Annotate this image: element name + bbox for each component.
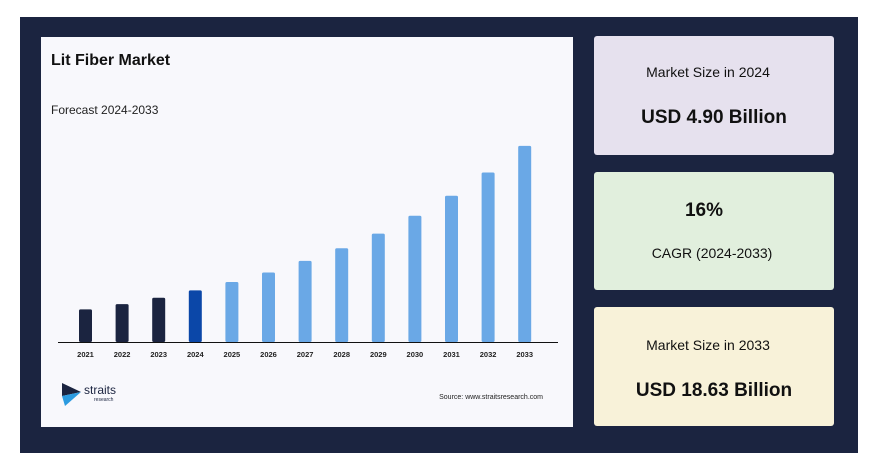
market-size-2024-label: Market Size in 2024 bbox=[646, 64, 770, 80]
market-size-2033-card: Market Size in 2033 USD 18.63 Billion bbox=[594, 307, 834, 426]
bar-2029 bbox=[371, 233, 385, 342]
bar-2024 bbox=[188, 290, 202, 342]
x-tick-label-2022: 2022 bbox=[114, 350, 131, 359]
x-tick-label-2031: 2031 bbox=[443, 350, 460, 359]
x-tick-label-2021: 2021 bbox=[77, 350, 94, 359]
cagr-card: 16% CAGR (2024-2033) bbox=[594, 172, 834, 290]
chart-subtitle: Forecast 2024-2033 bbox=[51, 103, 159, 117]
bar-2026 bbox=[262, 272, 275, 342]
market-size-2024-card: Market Size in 2024 USD 4.90 Billion bbox=[594, 36, 834, 155]
logo-wordmark: straits bbox=[84, 383, 117, 397]
x-tick-label-2029: 2029 bbox=[370, 350, 387, 359]
cagr-value: 16% bbox=[684, 200, 724, 221]
x-tick-label-2030: 2030 bbox=[407, 350, 424, 359]
bar-2031 bbox=[445, 195, 458, 342]
logo-subtext: research bbox=[94, 397, 114, 403]
bar-2021 bbox=[79, 309, 92, 342]
bar-2025 bbox=[225, 282, 239, 342]
x-tick-label-2032: 2032 bbox=[480, 350, 497, 359]
bar-2033 bbox=[518, 145, 532, 342]
source-note: Source: www.straitsresearch.com bbox=[439, 394, 543, 401]
market-size-2024-value: USD 4.90 Billion bbox=[641, 107, 787, 128]
bar-2022 bbox=[115, 304, 129, 342]
market-size-2033-value: USD 18.63 Billion bbox=[635, 380, 793, 401]
chart-card: Lit Fiber Market Forecast 2024-2033 2021… bbox=[41, 37, 573, 427]
bar-2023 bbox=[152, 297, 166, 342]
x-tick-label-2027: 2027 bbox=[297, 350, 314, 359]
straits-logo: straits research bbox=[61, 379, 151, 409]
x-tick-label-2024: 2024 bbox=[187, 350, 205, 359]
bar-chart: 2021 2022 2023 2024 2025 2026 2027 2028 2029 2030… bbox=[58, 145, 558, 359]
bar-2032 bbox=[481, 172, 495, 342]
x-tick-label-2025: 2025 bbox=[224, 350, 241, 359]
chart-title: Lit Fiber Market bbox=[51, 52, 171, 69]
market-size-2033-label: Market Size in 2033 bbox=[646, 337, 770, 353]
bar-2028 bbox=[335, 248, 349, 342]
straits-logo-icon bbox=[62, 383, 81, 406]
x-tick-label-2026: 2026 bbox=[260, 350, 277, 359]
x-tick-label-2023: 2023 bbox=[150, 350, 167, 359]
cagr-label: CAGR (2024-2033) bbox=[651, 245, 773, 261]
x-tick-label-2033: 2033 bbox=[516, 350, 533, 359]
bar-2027 bbox=[298, 260, 312, 342]
x-tick-label-2028: 2028 bbox=[333, 350, 350, 359]
bar-2030 bbox=[408, 215, 422, 342]
